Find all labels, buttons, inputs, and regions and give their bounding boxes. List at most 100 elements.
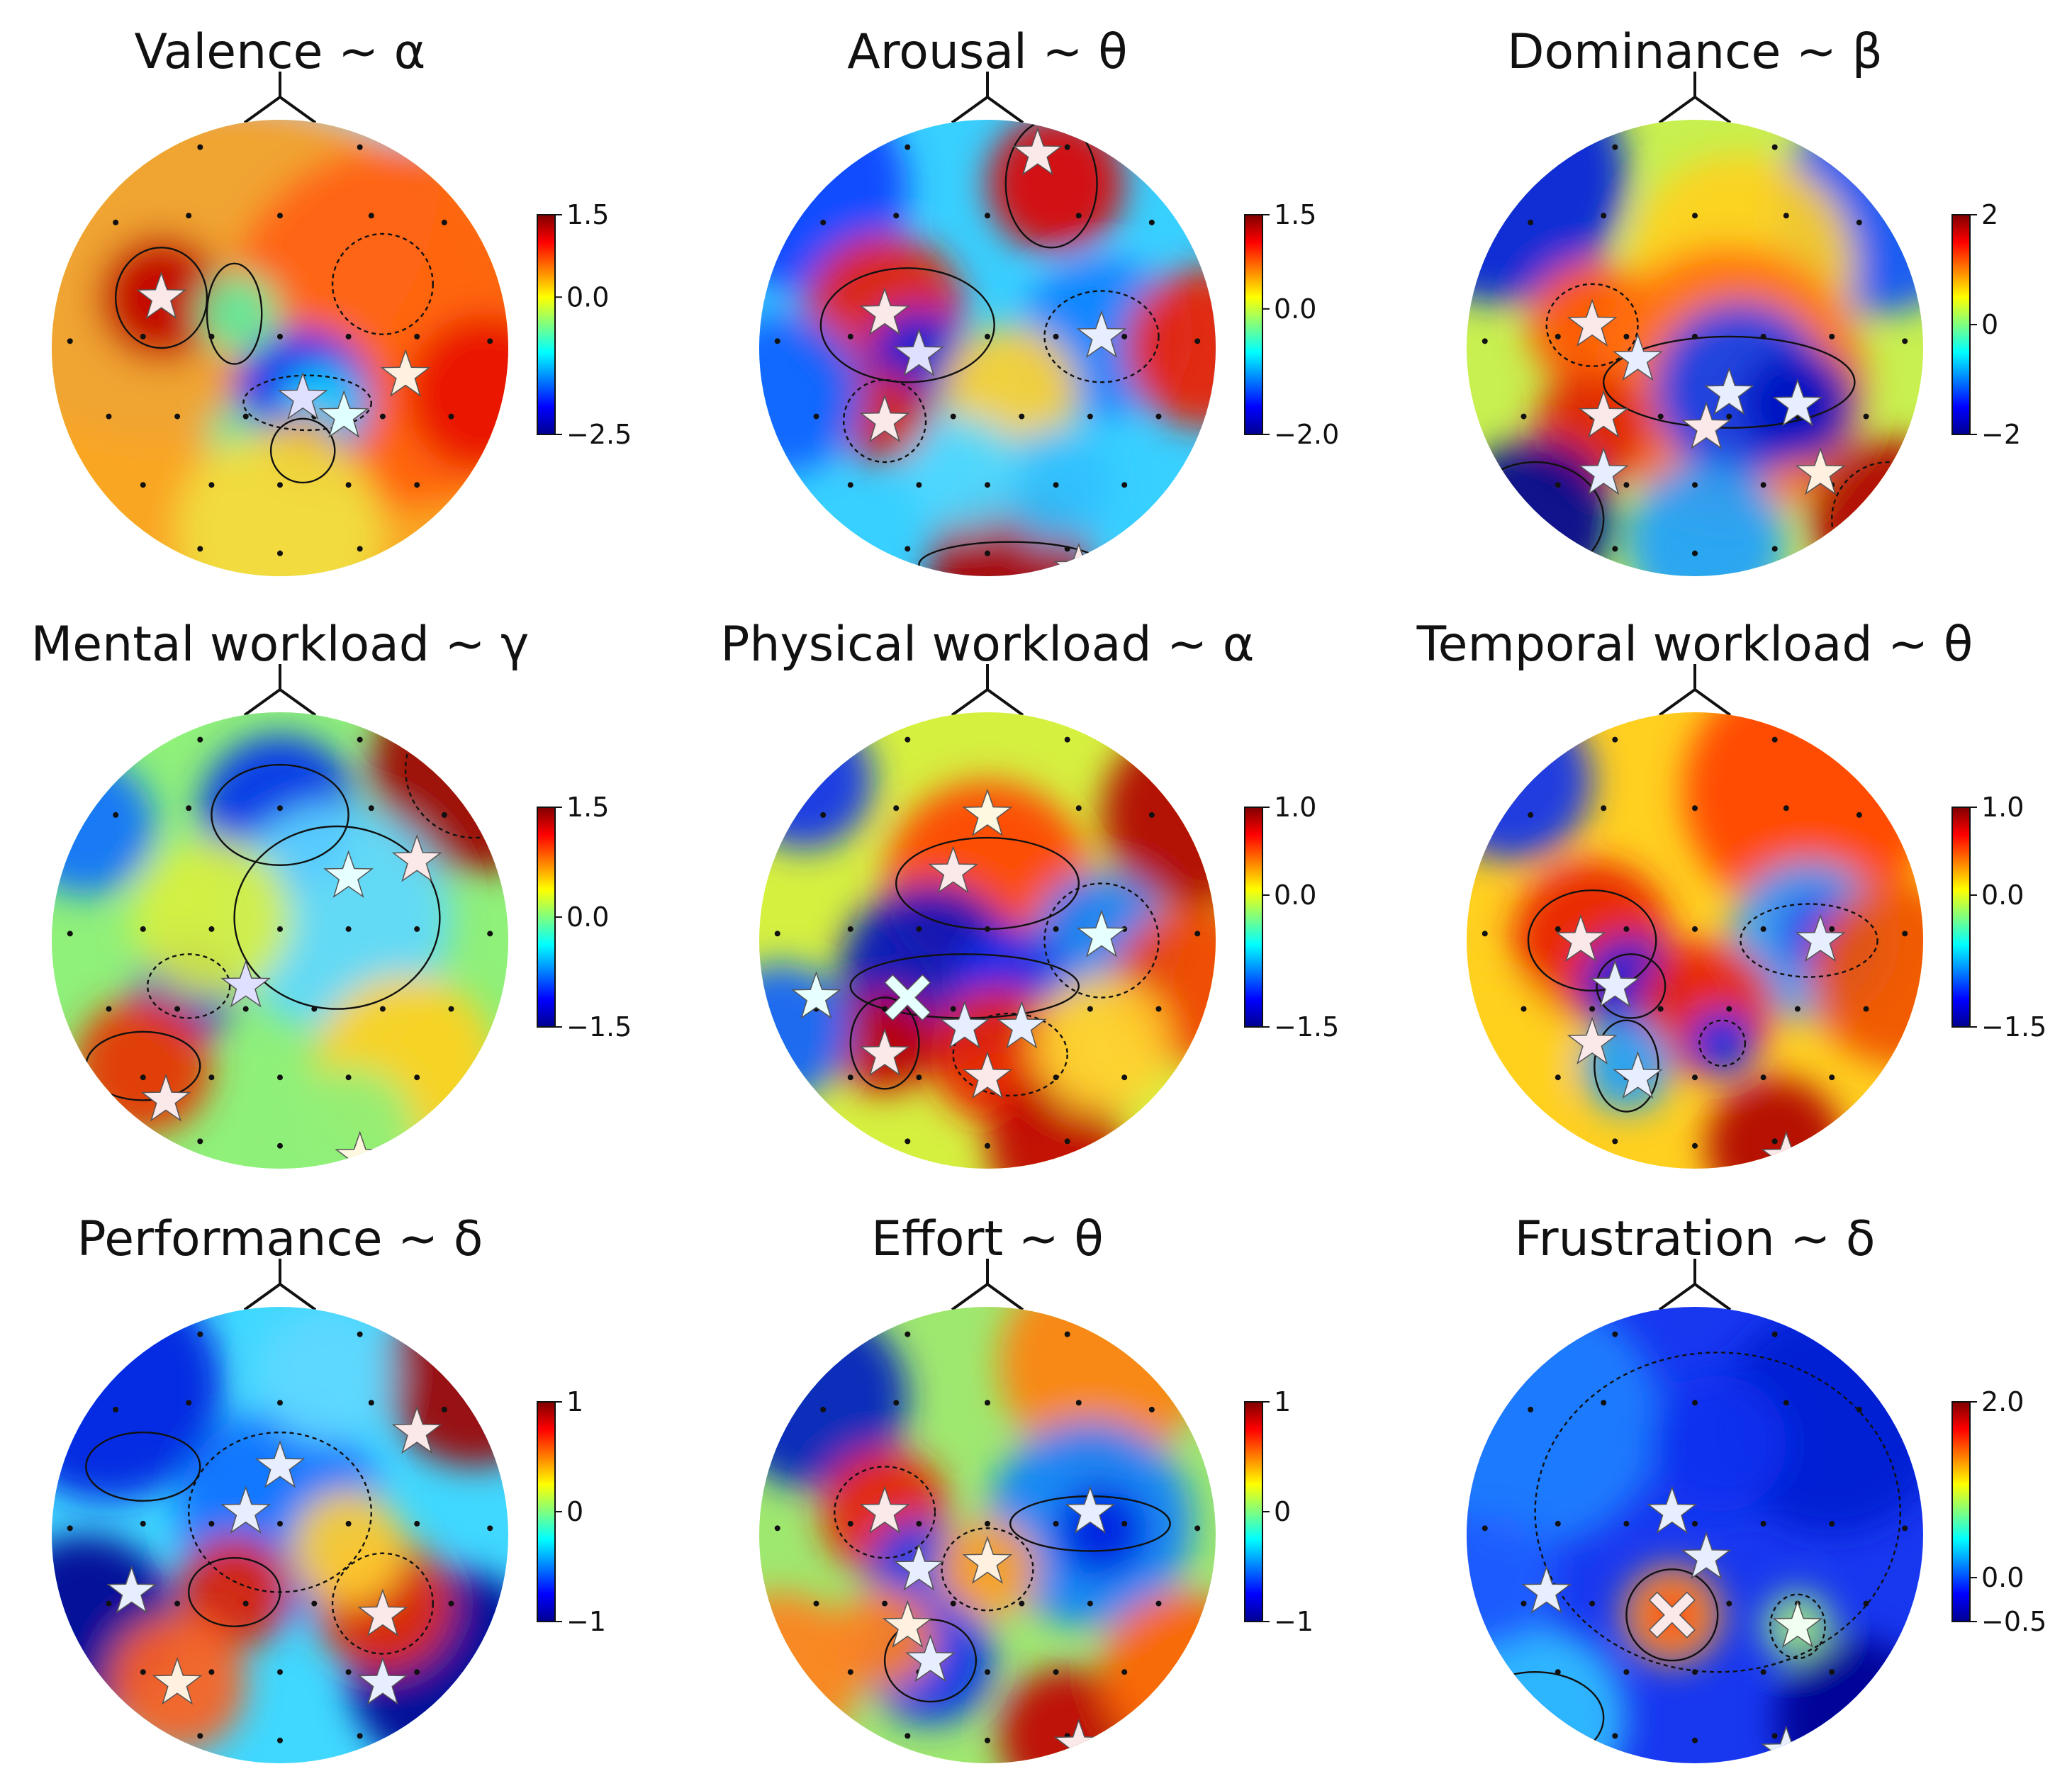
colorbar-tick-label: 0	[1274, 1496, 1291, 1527]
star-marker	[1076, 909, 1127, 957]
contour-line	[1004, 120, 1098, 249]
electrode-dot	[1692, 1400, 1698, 1406]
significance-markers	[136, 271, 431, 438]
colorbar-tick-label: −0.5	[1981, 1606, 2046, 1637]
electrode-dot	[905, 144, 911, 150]
electrode-dot	[1692, 213, 1698, 219]
electrode-dot	[1053, 1669, 1059, 1675]
contour-line	[842, 378, 927, 463]
scalp-map	[52, 120, 508, 576]
panel-title: Mental workload ~ γ	[31, 617, 530, 673]
contour-line	[147, 953, 231, 1019]
star-marker	[962, 788, 1013, 837]
star-marker	[357, 1588, 408, 1636]
electrode-dot	[140, 333, 146, 339]
contour-line	[1698, 1019, 1747, 1067]
contour-line	[819, 267, 995, 383]
electrode-dot	[441, 1406, 447, 1412]
electrode-dot	[186, 1400, 192, 1406]
colorbar-tick-label: 0.0	[1981, 880, 2024, 911]
contour-line	[85, 1431, 201, 1502]
electrode-dot	[882, 1600, 888, 1607]
topomap-panel-valence: Valence ~ α 1.5 0.0 −2.5	[52, 24, 632, 576]
electrode-dot	[905, 1733, 911, 1739]
electrode-dot	[1692, 1074, 1698, 1081]
electrode-dot	[1155, 1006, 1162, 1012]
panel-title: Arousal ~ θ	[847, 24, 1127, 80]
electrode-dot	[368, 805, 374, 811]
topomap-panel-frustration: Frustration ~ δ 2.0 0.0 −0.5	[1467, 1211, 2046, 1763]
electrode-dot	[1148, 811, 1155, 818]
nose-marker	[951, 664, 1024, 717]
electrode-dot	[1760, 926, 1766, 932]
colorbar-gradient	[1951, 1401, 1971, 1622]
electrode-dot	[1657, 413, 1664, 420]
contour-line	[331, 232, 434, 335]
electrode-dot	[905, 1138, 911, 1145]
electrode-dot	[197, 1733, 203, 1739]
scalp-map	[1467, 1307, 1923, 1763]
electrode-dot	[1555, 926, 1561, 932]
contour-line	[269, 417, 336, 484]
electrode-dot	[1692, 333, 1698, 339]
electrode-dot	[813, 413, 819, 420]
contour-line	[1594, 1019, 1659, 1113]
electrode-dot	[1783, 1400, 1789, 1406]
electrode-sensors	[774, 144, 1201, 556]
nose-marker	[243, 664, 317, 717]
contour-line	[206, 262, 263, 365]
star-marker	[323, 850, 374, 899]
electrode-dot	[345, 926, 352, 932]
electrode-dot	[1726, 1006, 1732, 1012]
colorbar-tick-label: −2.0	[1274, 419, 1339, 450]
electrode-dot	[1601, 213, 1607, 219]
star-marker	[1613, 1050, 1663, 1099]
electrode-dot	[1794, 1006, 1801, 1012]
significance-markers	[1567, 298, 1846, 495]
star-marker	[357, 1657, 408, 1705]
electrode-dot	[847, 1669, 853, 1675]
electrode-dot	[1692, 482, 1698, 488]
electrode-dot	[847, 1520, 853, 1527]
electrode-dot	[487, 1525, 493, 1532]
electrode-dot	[1612, 1733, 1618, 1739]
electrode-dot	[242, 413, 249, 420]
electrode-dot	[1692, 805, 1698, 811]
electrode-dot	[448, 1600, 454, 1607]
electrode-dot	[487, 931, 493, 937]
electrode-dot	[1856, 811, 1862, 818]
electrode-dot	[140, 482, 146, 488]
star-marker	[1589, 960, 1640, 1008]
colorbar-tick-label: −1.5	[1981, 1011, 2046, 1043]
electrode-dot	[208, 1520, 215, 1527]
electrode-dot	[1087, 1006, 1093, 1012]
star-marker	[1065, 1485, 1116, 1534]
panel-title: Effort ~ θ	[871, 1211, 1104, 1267]
electrode-dot	[277, 1520, 283, 1527]
electrode-dot	[1064, 546, 1070, 552]
colorbar-tick-label: 2	[1981, 199, 1998, 230]
star-marker	[380, 349, 431, 397]
contour-line	[1625, 1568, 1719, 1662]
electrode-dot	[277, 333, 283, 339]
star-marker	[1795, 914, 1846, 962]
electrode-dot	[820, 811, 827, 818]
electrode-dot	[847, 333, 853, 339]
star-marker	[893, 1543, 944, 1591]
electrode-dot	[277, 213, 283, 219]
electrode-dot	[1726, 1600, 1732, 1607]
electrode-dot	[1612, 1331, 1618, 1337]
electrode-dot	[1155, 1600, 1162, 1607]
nose-marker	[1658, 1259, 1732, 1311]
contour-lines	[85, 1431, 434, 1655]
electrode-dot	[905, 1331, 911, 1337]
colorbar: 2 0 −2	[1951, 199, 2021, 450]
electrode-dot	[1482, 1525, 1488, 1532]
colorbar: 2.0 0.0 −0.5	[1951, 1386, 2046, 1637]
contour-line	[1467, 1671, 1605, 1763]
contour-line	[1740, 903, 1878, 978]
electrode-dot	[985, 926, 990, 932]
electrode-dot	[1521, 1600, 1527, 1607]
electrode-dot	[345, 1074, 352, 1081]
electrode-dot	[1692, 926, 1698, 932]
